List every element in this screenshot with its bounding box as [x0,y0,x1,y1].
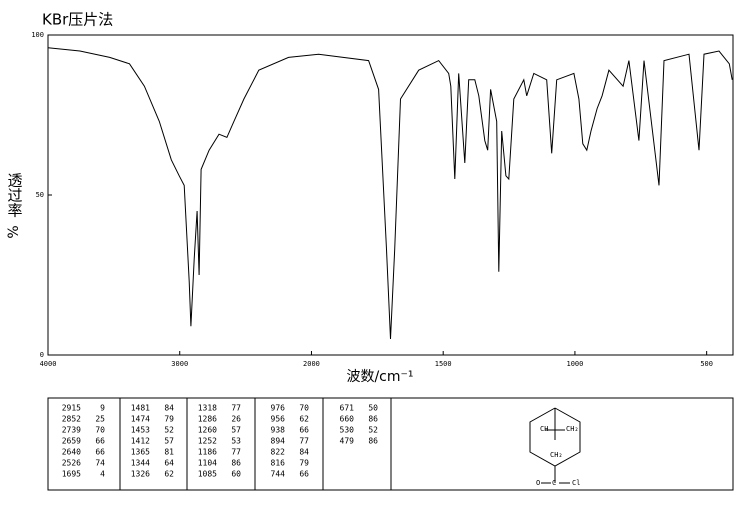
peak-intensity: 81 [164,448,174,457]
peak-intensity: 84 [164,404,174,413]
peak-wavenumber: 2659 [62,437,81,446]
x-tick-label: 4000 [40,360,57,368]
peak-intensity: 52 [164,426,174,435]
peak-intensity: 26 [231,415,241,424]
peak-wavenumber: 530 [340,426,355,435]
peak-intensity: 77 [231,404,241,413]
peak-intensity: 86 [231,459,241,468]
structure-label: C [552,479,556,487]
y-tick-label: 100 [31,31,44,39]
x-axis-label: 波数/cm⁻¹ [346,369,413,385]
peak-wavenumber: 956 [271,415,286,424]
table-dividers [119,398,392,490]
peak-wavenumber: 1318 [198,404,217,413]
peak-intensity: 84 [299,448,309,457]
peak-intensity: 79 [299,459,309,468]
peak-intensity: 25 [95,415,105,424]
peak-wavenumber: 1252 [198,437,217,446]
peak-intensity: 66 [299,426,309,435]
chart-title: KBr压片法 [42,11,113,29]
peak-wavenumber: 2915 [62,404,81,413]
peak-wavenumber: 660 [340,415,355,424]
peak-intensity: 66 [95,448,105,457]
peak-intensity: 57 [231,426,241,435]
peak-wavenumber: 1365 [131,448,150,457]
peak-intensity: 4 [100,470,105,479]
peak-wavenumber: 1326 [131,470,150,479]
peak-wavenumber: 479 [340,437,355,446]
peak-intensity: 60 [231,470,241,479]
peak-intensity: 74 [95,459,105,468]
peak-wavenumber: 894 [271,437,286,446]
structure-label: CH [540,425,548,433]
peak-wavenumber: 1260 [198,426,217,435]
peak-wavenumber: 1186 [198,448,217,457]
structure-label: Cl [572,479,580,487]
peak-intensity: 77 [231,448,241,457]
peak-wavenumber: 816 [271,459,286,468]
peak-intensity: 9 [100,404,105,413]
spectrum-line [47,47,733,340]
peak-wavenumber: 976 [271,404,286,413]
peak-wavenumber: 1286 [198,415,217,424]
peak-intensity: 86 [368,437,378,446]
peak-wavenumber: 1412 [131,437,150,446]
peak-wavenumber: 2526 [62,459,81,468]
structure-label: CH₂ [566,425,579,433]
plot-frame [47,34,734,356]
x-tick-label: 3000 [171,360,188,368]
peak-wavenumber: 1481 [131,404,150,413]
peak-intensity: 52 [368,426,378,435]
peak-wavenumber: 2640 [62,448,81,457]
peak-wavenumber: 1453 [131,426,150,435]
structure-bonds [529,407,581,484]
peak-intensity: 64 [164,459,174,468]
peak-intensity: 70 [299,404,309,413]
peak-wavenumber: 1104 [198,459,217,468]
peak-intensity: 66 [95,437,105,446]
y-axis-unit: % [6,225,22,238]
x-tick-label: 2000 [303,360,320,368]
peak-intensity: 50 [368,404,378,413]
peak-wavenumber: 2852 [62,415,81,424]
peak-wavenumber: 1474 [131,415,150,424]
x-tick-label: 1500 [435,360,452,368]
x-tick-label: 500 [700,360,713,368]
peak-intensity: 53 [231,437,241,446]
y-tick-label: 50 [36,191,44,199]
y-tick-label: 0 [40,351,44,359]
peak-wavenumber: 938 [271,426,286,435]
peak-wavenumber: 2739 [62,426,81,435]
peak-wavenumber: 671 [340,404,355,413]
peak-wavenumber: 1085 [198,470,217,479]
x-tick-label: 1000 [566,360,583,368]
peak-intensity: 79 [164,415,174,424]
peak-intensity: 77 [299,437,309,446]
y-axis-label: 透过率 [6,173,24,218]
peak-intensity: 62 [164,470,174,479]
peak-wavenumber: 1344 [131,459,150,468]
peak-intensity: 62 [299,415,309,424]
peak-wavenumber: 744 [271,470,286,479]
peak-intensity: 70 [95,426,105,435]
peak-intensity: 66 [299,470,309,479]
peak-wavenumber: 1695 [62,470,81,479]
peak-wavenumber: 822 [271,448,286,457]
peak-intensity: 57 [164,437,174,446]
peak-intensity: 86 [368,415,378,424]
structure-label: CH₂ [550,451,563,459]
structure-label: O [536,479,540,487]
